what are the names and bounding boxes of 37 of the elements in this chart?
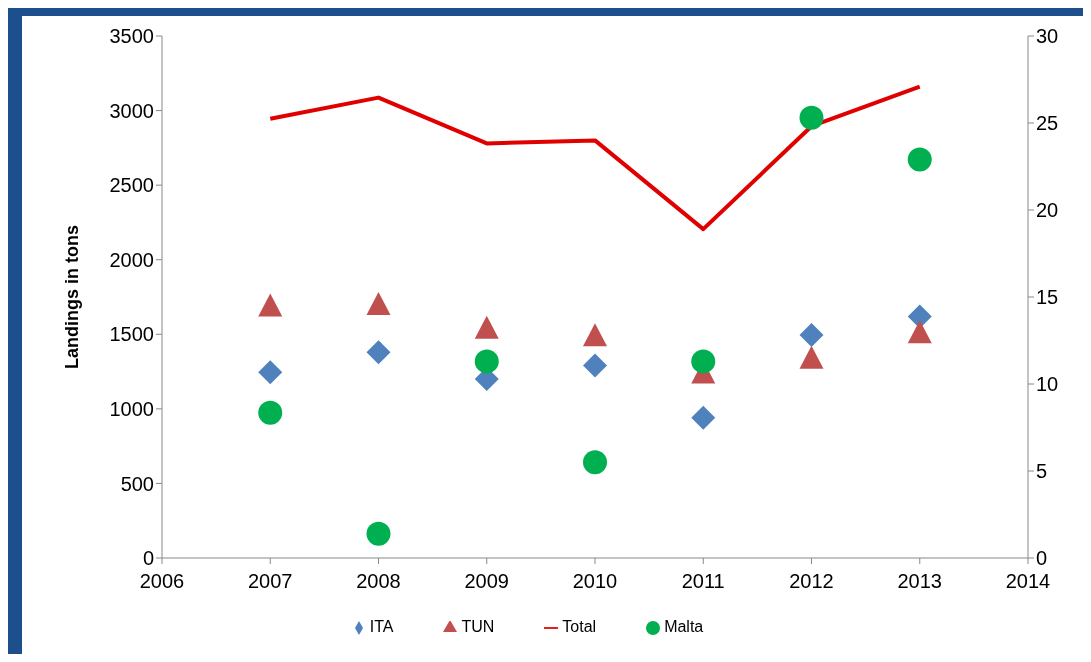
point bbox=[366, 521, 391, 546]
y-tick-label: 2500 bbox=[109, 174, 154, 197]
y2-tick-label: 10 bbox=[1036, 373, 1059, 396]
point bbox=[907, 147, 932, 172]
y-axis-title: Landings in tons bbox=[62, 225, 83, 369]
y-tick-label: 3500 bbox=[109, 25, 154, 48]
x-tick-label: 2013 bbox=[897, 570, 942, 593]
y2-tick-label: 25 bbox=[1036, 112, 1059, 135]
y-tick-label: 1500 bbox=[109, 323, 154, 346]
y-tick-label: 3000 bbox=[109, 99, 154, 122]
x-tick-label: 2011 bbox=[681, 570, 725, 593]
x-tick-label: 2009 bbox=[464, 570, 509, 593]
point bbox=[583, 450, 607, 475]
y2-tick-label: 5 bbox=[1036, 460, 1048, 483]
y2-tick-label: 30 bbox=[1036, 25, 1059, 48]
x-tick-label: 2008 bbox=[356, 570, 401, 593]
y-tick-label: 1000 bbox=[109, 397, 154, 420]
legend-label: TUN bbox=[461, 618, 495, 635]
legend-label: Malta bbox=[664, 618, 704, 635]
point bbox=[691, 349, 716, 374]
y2-tick-label: 15 bbox=[1036, 286, 1059, 309]
point bbox=[258, 400, 283, 425]
y-tick-label: 500 bbox=[120, 472, 154, 495]
y2-tick-label: 0 bbox=[1036, 547, 1048, 570]
y-tick-label: 0 bbox=[142, 547, 154, 570]
line-series bbox=[268, 84, 922, 232]
x-tick-label: 2006 bbox=[139, 570, 185, 593]
legend-label: ITA bbox=[369, 618, 394, 635]
x-tick-label: 2007 bbox=[248, 570, 293, 593]
x-tick-label: 2010 bbox=[572, 570, 618, 593]
legend-label: Total bbox=[562, 618, 597, 635]
y-tick-label: 2000 bbox=[109, 248, 154, 271]
point bbox=[799, 105, 824, 130]
x-tick-label: 2012 bbox=[789, 570, 834, 593]
point bbox=[474, 349, 499, 374]
y2-tick-label: 20 bbox=[1036, 199, 1059, 222]
x-tick-label: 2014 bbox=[1005, 570, 1051, 593]
